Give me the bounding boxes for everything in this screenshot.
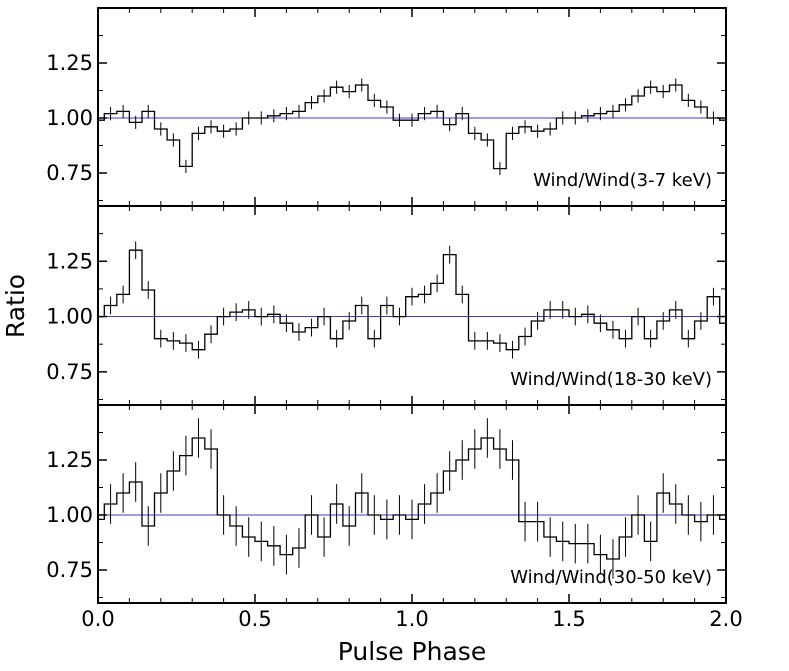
y-axis-label: Ratio [1,274,30,338]
y-tick-label: 1.00 [46,305,93,329]
panel-label: Wind/Wind(3-7 keV) [533,170,712,191]
data-series [98,241,726,359]
panel-2: 0.75 1.00 1.25 Wind/Wind(18-30 keV) [46,205,727,406]
data-step-line [98,437,726,560]
data-series [98,78,726,176]
data-series [98,418,726,579]
x-tick-label: 0.0 [81,607,114,631]
data-step-line [98,84,726,170]
x-tick-label: 1.0 [395,607,428,631]
panel-1: 0.75 1.00 1.25 Wind/Wind(3-7 keV) [46,7,727,207]
panel-3: 0.75 1.00 1.25 Wind/Wind(30-50 keV) [46,404,727,604]
x-tick-label: 2.0 [709,607,742,631]
x-tick-label: 0.5 [238,607,271,631]
y-tick-label: 0.75 [46,360,93,384]
panel-label: Wind/Wind(18-30 keV) [510,369,712,390]
y-tick-label: 1.00 [46,106,93,130]
panels-group: 0.75 1.00 1.25 Wind/Wind(3-7 keV) 0.75 1.00 1.… [46,7,727,604]
y-tick-label: 1.00 [46,503,93,527]
x-tick-labels: 0.0 0.5 1.0 1.5 2.0 [81,607,742,631]
panel-label: Wind/Wind(30-50 keV) [510,567,712,588]
x-tick-label: 1.5 [552,607,585,631]
y-tick-label: 1.25 [46,249,93,273]
y-tick-label: 1.25 [46,51,93,75]
y-tick-label: 1.25 [46,448,93,472]
x-axis-label: Pulse Phase [338,637,486,666]
y-tick-label: 0.75 [46,161,93,185]
y-tick-label: 0.75 [46,558,93,582]
